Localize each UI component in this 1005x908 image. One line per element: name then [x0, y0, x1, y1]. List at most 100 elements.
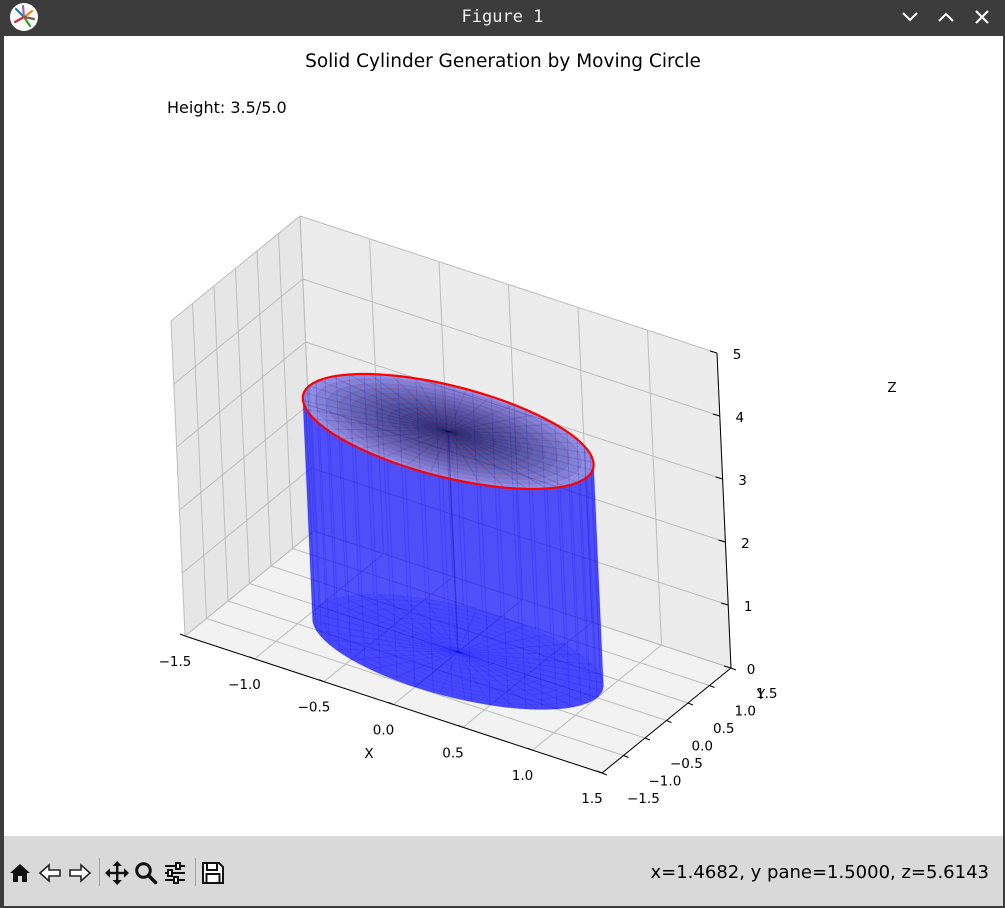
cylinder-ruling [315, 381, 327, 603]
cylinder-ruling [472, 390, 483, 612]
x-tick-label: −1.5 [159, 654, 192, 670]
z-tick-label: 5 [733, 347, 742, 363]
y-tick-label: 0.5 [713, 721, 734, 737]
y-tick-mark [687, 702, 694, 706]
cylinder-ruling [461, 481, 472, 702]
top-spoke [447, 388, 467, 432]
grid-line [176, 341, 306, 448]
pan-icon[interactable] [104, 860, 130, 886]
x-tick-mark [249, 656, 255, 660]
x-tick-label: −1.0 [228, 677, 261, 693]
top-spoke [448, 431, 571, 435]
y-axis-label: Y [756, 687, 766, 703]
top-ring [362, 397, 534, 466]
x-tick-label: 0.5 [442, 745, 463, 761]
forward-arrow-icon[interactable] [67, 860, 93, 886]
cylinder-ruling [434, 381, 446, 603]
y-tick-label: 0.0 [692, 739, 713, 755]
cylinder-surface [302, 373, 604, 710]
cylinder-ruling [515, 488, 527, 710]
z-tick-mark [721, 602, 729, 606]
cylinder-ruling [397, 375, 408, 597]
top-spoke [447, 396, 492, 432]
figure-canvas[interactable]: −1.5 −1.0 −0.5 0.0 0.5 1.0 1.5 −1.5 −1.0 −0.5 0.0 0… [4, 36, 1003, 836]
maximize-icon[interactable] [933, 4, 959, 30]
cursor-coordinates: x=1.4682, y pane=1.5000, z=5.6143 [650, 862, 990, 883]
top-spoke [318, 379, 449, 432]
top-spoke [341, 431, 449, 440]
cylinder-ruling [540, 416, 552, 638]
top-spoke [309, 385, 449, 432]
top-ring [423, 421, 473, 442]
top-spoke [448, 431, 583, 445]
back-arrow-icon[interactable] [37, 860, 63, 886]
cylinder-ruling [311, 416, 323, 638]
x-tick-mark [179, 633, 186, 637]
top-spoke [302, 400, 449, 432]
x-tick-mark [596, 770, 603, 774]
top-spoke [415, 378, 449, 432]
window-title: Figure 1 [461, 7, 544, 27]
top-spoke [314, 418, 449, 432]
cylinder-ruling [584, 446, 595, 667]
cylinder-axis [447, 431, 459, 653]
home-icon[interactable] [7, 860, 33, 886]
cylinder-ruling [328, 431, 340, 652]
top-spoke [349, 374, 449, 432]
top-ring [435, 426, 461, 437]
y-tick-mark [730, 667, 737, 671]
top-ring [350, 392, 546, 471]
top-spoke [448, 431, 578, 484]
cylinder-ruling [348, 374, 360, 595]
plot-3d-axes[interactable]: −1.5−1.0−0.50.00.51.01.5 −1.5−1.0−0.50.00… [4, 36, 1003, 836]
z-tick-mark [715, 476, 723, 480]
top-spoke [306, 408, 449, 432]
top-spoke [447, 431, 456, 481]
top-spoke [448, 431, 594, 463]
y-tick-mark [666, 720, 672, 723]
minimize-icon[interactable] [897, 4, 923, 30]
cylinder-side [302, 396, 604, 710]
cylinder-ruling [370, 453, 381, 675]
cylinder-ruling [525, 409, 537, 631]
moving-circle [301, 372, 595, 491]
grid-line [299, 215, 718, 354]
y-tick-label: −1.5 [627, 791, 660, 807]
cylinder-ruling [559, 487, 571, 708]
cylinder-ruling [570, 484, 582, 706]
top-ring [338, 387, 558, 476]
z-axis-line [716, 352, 732, 669]
top-spoke [448, 431, 588, 478]
top-spoke [332, 376, 449, 432]
top-ring [326, 383, 570, 480]
cylinder-ruling [589, 453, 601, 675]
top-ring [411, 416, 485, 447]
top-spoke [447, 431, 481, 485]
configure-subplots-icon[interactable] [162, 860, 188, 886]
top-spoke [448, 431, 593, 471]
x-tick-label: 0.0 [373, 723, 394, 739]
cylinder-ruling [340, 438, 352, 660]
save-icon[interactable] [200, 860, 226, 886]
cylinder-ruling [363, 373, 375, 595]
cylinder-ruling [335, 375, 347, 597]
matplotlib-logo-icon[interactable] [9, 2, 39, 32]
close-icon[interactable] [969, 4, 995, 30]
cylinder-top [302, 374, 594, 489]
x-tick-mark [457, 724, 464, 728]
z-tick-label: 4 [736, 410, 745, 426]
grid-line [213, 285, 229, 602]
cylinder-side-shade [302, 396, 604, 710]
top-spoke [448, 404, 515, 432]
x-tick-label: 1.0 [512, 768, 533, 784]
top-spoke [447, 431, 565, 487]
grid-line [647, 330, 662, 646]
y-tick-mark [644, 737, 651, 741]
cylinder-ruling [591, 472, 602, 693]
grid-line [302, 278, 720, 417]
grid-line [278, 233, 293, 549]
x-tick-label: −0.5 [298, 700, 331, 716]
zoom-icon[interactable] [133, 860, 159, 886]
top-spoke [360, 431, 449, 450]
cylinder-ruling [566, 431, 578, 653]
